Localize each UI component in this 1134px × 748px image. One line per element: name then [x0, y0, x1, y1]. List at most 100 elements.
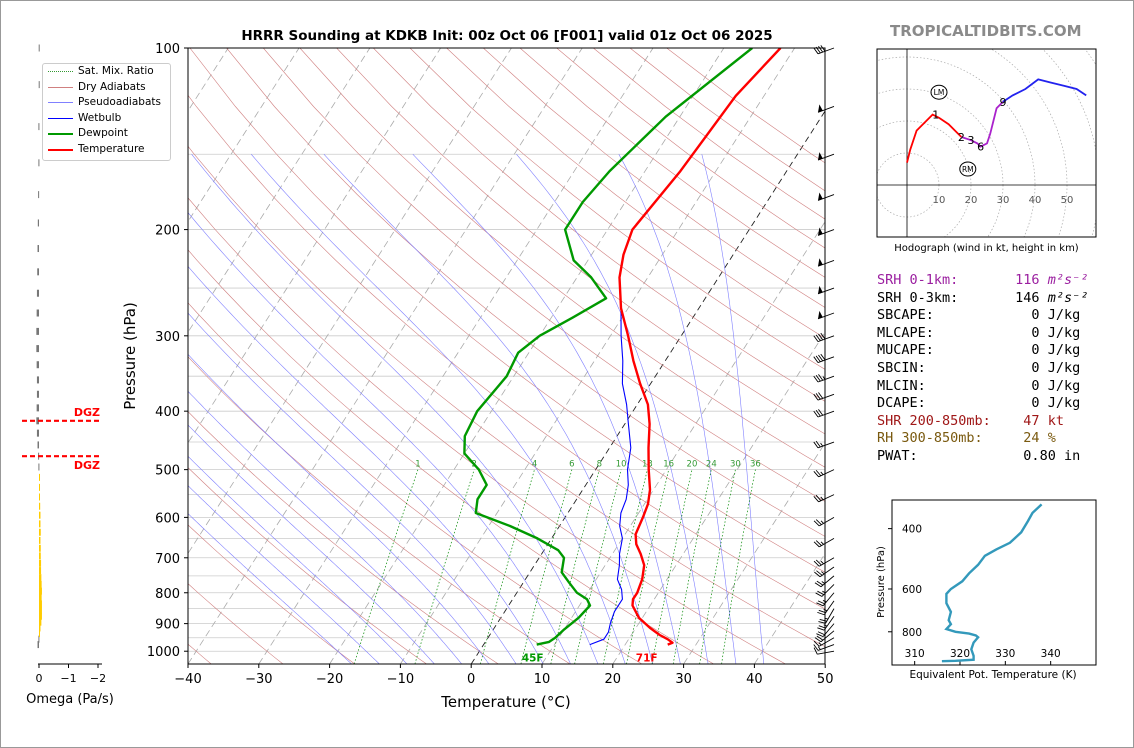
- omega-bar: [39, 528, 41, 536]
- mixing-ratio-line: [672, 469, 712, 664]
- hodo-height-label: 9: [1000, 96, 1007, 109]
- thetae-line: [941, 503, 1043, 663]
- y-tick-label: 1000: [147, 645, 180, 660]
- moist-adiabat: [188, 455, 408, 664]
- omega-bar: [38, 463, 40, 471]
- omega-bar: [37, 641, 39, 649]
- thetae-y-tick-label: 400: [902, 524, 922, 536]
- legend-swatch: [48, 148, 73, 151]
- omega-bar: [39, 618, 42, 626]
- moist-adiabat: [188, 424, 435, 664]
- x-axis-label: Temperature (°C): [440, 693, 570, 711]
- wind-barb: [817, 152, 835, 161]
- brand-label: TROPICALTIDBITS.COM: [890, 22, 1082, 40]
- y-tick-label: 500: [155, 464, 180, 479]
- mixing-ratio-line: [626, 469, 670, 664]
- dry-adiabat: [188, 524, 355, 664]
- hodo-height-label: 6: [977, 141, 984, 154]
- y-tick-label: 600: [155, 511, 180, 526]
- omega-axis-label: Omega (Pa/s): [26, 692, 114, 707]
- omega-bar: [39, 612, 42, 620]
- wind-barb: [813, 494, 835, 503]
- wind-barb: [813, 637, 835, 647]
- legend-swatch: [48, 71, 73, 72]
- omega-bar: [38, 635, 40, 643]
- stat-row: DCAPE: 0 J/kg: [877, 395, 1088, 413]
- omega-bar: [39, 587, 42, 595]
- mixing-ratio-line: [353, 469, 419, 664]
- wind-barb: [813, 374, 835, 383]
- storm-motion-marker: LM: [930, 84, 948, 100]
- stat-unit: J/kg: [1039, 342, 1081, 359]
- legend-entry: Temperature: [43, 142, 170, 158]
- isotherm-line: [612, 331, 825, 664]
- omega-tick-label: −1: [60, 672, 76, 685]
- mixing-ratio-label: 24: [706, 460, 717, 470]
- mixing-ratio-line: [602, 469, 648, 664]
- mixing-ratio-label: 6: [569, 460, 574, 470]
- legend-entry: Sat. Mix. Ratio: [43, 64, 170, 80]
- stat-unit: J/kg: [1039, 377, 1081, 394]
- wind-barbs: [813, 45, 835, 655]
- dry-adiabat: [299, 48, 825, 468]
- storm-motion-label: LM: [934, 88, 945, 97]
- omega-bar: [36, 390, 39, 398]
- stat-label: MLCIN:: [877, 377, 991, 394]
- omega-bar: [38, 123, 40, 131]
- wind-barb: [813, 647, 835, 655]
- isotherm-line: [329, 48, 725, 664]
- x-tick-label: 0: [467, 672, 475, 687]
- stat-value: 24: [990, 430, 1040, 447]
- x-tick-label: −10: [387, 672, 414, 687]
- wind-barb: [814, 566, 835, 578]
- stat-unit: %: [1039, 430, 1056, 447]
- wind-barb: [816, 592, 835, 607]
- stat-unit: J/kg: [1039, 307, 1081, 324]
- legend-label: Sat. Mix. Ratio: [78, 65, 154, 77]
- stat-label: SBCAPE:: [877, 307, 991, 324]
- x-tick-label: 20: [605, 672, 622, 687]
- skewt-legend: Sat. Mix. Ratio Dry Adiabats Pseudoadiabat…: [42, 63, 171, 161]
- wind-barb: [817, 310, 835, 320]
- mixing-ratio-line: [414, 469, 475, 664]
- hodo-frame: [876, 48, 1097, 238]
- hodo-tick-label: 40: [1029, 195, 1042, 206]
- skewt-plot: 1 2 4 6 8 10 13 16 20 24 30 36: [188, 48, 825, 664]
- mixing-ratio-label: 36: [750, 460, 761, 470]
- stat-unit: in: [1055, 447, 1081, 464]
- skewt-axes: [187, 47, 826, 665]
- wind-barb: [818, 608, 835, 624]
- y-tick-label: 200: [155, 224, 180, 239]
- x-tick-label: 50: [817, 672, 834, 687]
- stat-value: 116: [990, 272, 1040, 288]
- dry-adiabat: [189, 48, 825, 573]
- omega-bar: [39, 493, 40, 501]
- omega-bar: [36, 361, 39, 369]
- stat-row: SRH 0-1km: 116 m²s⁻²: [877, 272, 1088, 290]
- stat-row: SRH 0-3km: 146 m²s⁻²: [877, 290, 1088, 308]
- isotherm-line: [258, 48, 654, 664]
- omega-bar: [39, 473, 40, 481]
- mixing-ratio-line: [699, 469, 736, 664]
- mixing-ratio-label: 1: [415, 460, 420, 470]
- y-tick-label: 300: [155, 330, 180, 345]
- stat-label: SRH 0-1km:: [877, 272, 991, 288]
- temperature-line: [618, 48, 782, 646]
- wind-barb: [815, 584, 835, 597]
- moist-adiabat: [191, 154, 599, 664]
- legend-label: Wetbulb: [78, 111, 122, 124]
- wind-barb: [813, 644, 835, 651]
- legend-label: Pseudoadiabats: [78, 96, 161, 109]
- stat-label: SRH 0-3km:: [877, 289, 991, 306]
- wind-barb: [817, 615, 835, 631]
- omega-bar: [39, 567, 42, 575]
- moist-adiabat: [618, 154, 737, 664]
- legend-label: Dewpoint: [78, 127, 128, 140]
- hodo-tick-label: 10: [933, 195, 946, 206]
- omega-bar: [39, 580, 42, 588]
- wind-barb: [814, 630, 835, 643]
- stat-row: SHR 200-850mb: 47 kt: [877, 413, 1088, 431]
- omega-bar: [39, 552, 41, 560]
- dry-adiabat: [188, 411, 499, 664]
- dry-adiabat: [188, 94, 825, 610]
